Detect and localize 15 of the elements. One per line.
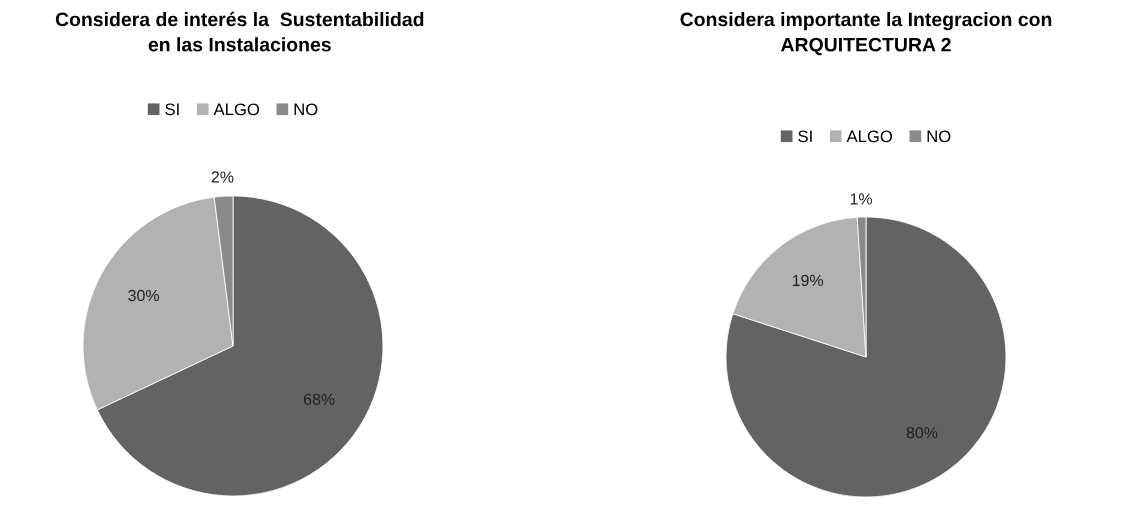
data-label: 30%	[128, 289, 160, 302]
data-label: 80%	[906, 427, 938, 439]
data-label: 1%	[850, 193, 873, 205]
legend-label: NO	[927, 130, 951, 143]
chart-title: Considera de interés la Sustentabilidad en las Instalaciones	[55, 11, 424, 52]
legend-label: SI	[165, 103, 179, 116]
legend-label: ALGO	[213, 103, 260, 116]
data-label: 68%	[303, 393, 335, 405]
legend-label: NO	[294, 103, 318, 116]
data-label: 2%	[211, 171, 234, 183]
pie-slice	[725, 216, 1007, 498]
legend-label: SI	[798, 130, 812, 143]
data-label: 19%	[792, 274, 824, 287]
legend-label: ALGO	[846, 130, 893, 143]
chart-title: Considera importante la Integracion con ARQUITECTURA 2	[680, 12, 1052, 56]
